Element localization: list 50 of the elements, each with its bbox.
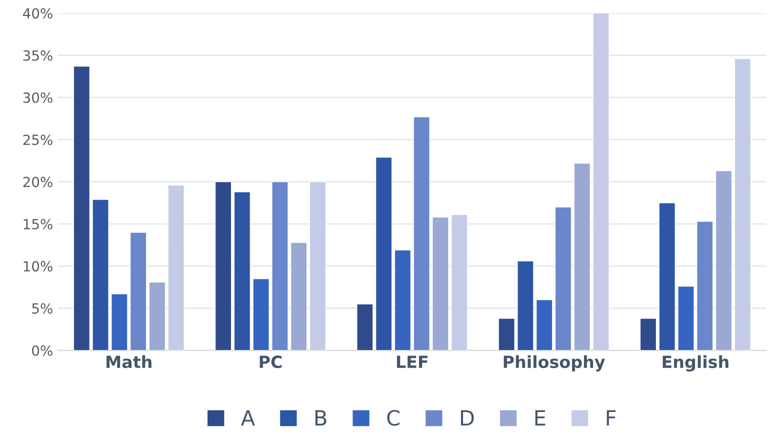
- bar: [413, 116, 430, 350]
- y-tick-label: 40%: [23, 8, 52, 19]
- x-tick-label: Philosophy: [504, 355, 605, 372]
- y-tick-label: 15%: [24, 218, 52, 230]
- y-tick-label: 5%: [32, 303, 52, 314]
- bar: [450, 214, 468, 350]
- bar: [214, 181, 232, 350]
- x-tick-label: LEF: [396, 356, 428, 368]
- bar: [640, 318, 657, 350]
- bar: [111, 294, 128, 350]
- bar: [309, 181, 326, 350]
- legend-label: D: [460, 410, 474, 426]
- bar: [375, 156, 392, 350]
- bar: [432, 216, 449, 350]
- bar: [290, 242, 308, 350]
- legend-label: C: [387, 410, 400, 426]
- x-tick-label: English: [662, 355, 728, 372]
- bar: [130, 232, 147, 350]
- bar: [554, 206, 572, 350]
- bar: [517, 260, 534, 350]
- bar: [272, 181, 288, 350]
- y-tick-label: 30%: [23, 92, 52, 103]
- y-tick-label: 35%: [23, 50, 52, 61]
- legend-label: B: [315, 410, 326, 426]
- x-tick-label: PC: [260, 356, 282, 368]
- y-tick-label: 25%: [23, 134, 52, 146]
- legend-label: E: [535, 410, 546, 426]
- bar: [696, 221, 714, 350]
- bar: [574, 162, 590, 350]
- bar: [168, 184, 184, 350]
- bar: [148, 282, 166, 350]
- bar: [234, 192, 251, 350]
- bar: [592, 13, 610, 350]
- bar: [678, 286, 694, 350]
- bar: [536, 299, 553, 350]
- bar: [715, 170, 732, 350]
- bar: [734, 58, 752, 350]
- x-tick-label: Math: [106, 355, 152, 368]
- bar: [498, 318, 515, 350]
- bar: [394, 250, 412, 350]
- bar: [73, 66, 90, 350]
- legend-label: A: [241, 410, 255, 426]
- bar: [92, 199, 109, 350]
- bar: [658, 202, 676, 350]
- y-tick-label: 0%: [32, 345, 52, 356]
- bar: [252, 278, 270, 350]
- y-tick-label: 10%: [24, 261, 52, 272]
- bar: [356, 304, 374, 350]
- legend-label: F: [606, 410, 616, 426]
- y-tick-label: 20%: [23, 176, 52, 188]
